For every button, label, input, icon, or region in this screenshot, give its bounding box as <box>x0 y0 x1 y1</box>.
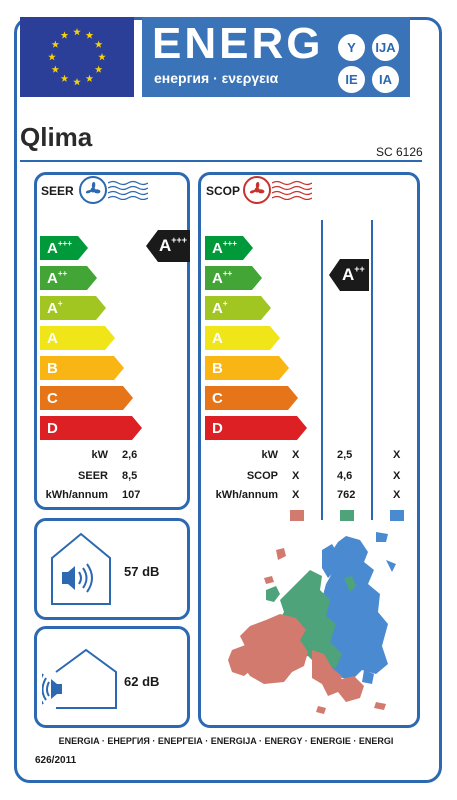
seer-class-letter: A+ <box>47 299 63 317</box>
eu-star-icon <box>94 40 103 48</box>
scop-class-letter: A++ <box>212 269 233 287</box>
seer-class-letter: B <box>47 360 58 377</box>
scop-class-bar: D <box>205 416 307 440</box>
zone-swatch-average <box>340 510 354 521</box>
scop-title: SCOP <box>206 184 241 198</box>
scop-class-letter: C <box>212 390 223 407</box>
eu-star-icon <box>48 53 56 61</box>
scop-class-bar: A++ <box>205 266 262 290</box>
seer-class-letter: D <box>47 420 58 437</box>
footer-languages: ENERGIA · ЕНЕРГИЯ · ΕΝΕΡΓΕΙΑ · ENERGIJA … <box>58 736 394 746</box>
scop-kwh-colder: X <box>292 489 300 501</box>
outdoor-unit-sound-icon <box>42 648 117 709</box>
model-number: SC 6126 <box>376 145 423 159</box>
scop-class-bar: A+++ <box>205 236 253 260</box>
indoor-unit-sound-icon <box>51 532 111 605</box>
energy-subtitle: енергия · ενεργεια <box>154 70 279 86</box>
seer-value-kw: 2,6 <box>122 449 138 461</box>
lang-code-ia: IA <box>372 66 399 93</box>
seer-class-bar: D <box>40 416 142 440</box>
scop-class-bar: B <box>205 356 289 380</box>
seer-title: SEER <box>41 184 74 198</box>
scop-class-letter: A <box>212 330 223 347</box>
seer-class-bar: A+ <box>40 296 106 320</box>
eu-star-icon <box>85 74 94 82</box>
scop-rating-arrow: A++ <box>329 259 369 291</box>
eu-flag <box>20 17 134 97</box>
lang-code-y: Y <box>338 34 365 61</box>
seer-class-letter: A++ <box>47 269 68 287</box>
eu-star-icon <box>98 53 106 61</box>
eu-star-icon <box>51 40 60 48</box>
outdoor-noise-panel <box>34 626 190 728</box>
scop-kwh-warmer: X <box>393 489 401 501</box>
energy-band: ENERG енергия · ενεργεια Y IJA IE IA <box>142 17 410 97</box>
seer-class-bar: A++ <box>40 266 97 290</box>
scop-kwh-average: 762 <box>337 489 356 501</box>
brand-logo: Qlima <box>20 122 93 152</box>
scop-scop-average: 4,6 <box>337 470 353 482</box>
cool-air-waves-icon <box>108 180 148 200</box>
eu-star-icon <box>51 65 60 73</box>
indoor-noise-value: 57 dB <box>124 564 160 579</box>
scop-kw-average: 2,5 <box>337 449 353 461</box>
lang-code-ie: IE <box>338 66 365 93</box>
seer-class-bar: B <box>40 356 124 380</box>
scop-scop-colder: X <box>292 470 300 482</box>
scop-class-letter: A+++ <box>212 239 237 257</box>
seer-rating-arrow: A+++ <box>146 230 190 262</box>
regulation-number: 626/2011 <box>35 755 77 766</box>
seer-class-letter: C <box>47 390 58 407</box>
scop-class-bar: A <box>205 326 280 350</box>
seer-label-kw: kW <box>91 449 109 461</box>
fan-icon <box>79 176 107 204</box>
scop-class-letter: B <box>212 360 223 377</box>
seer-value-seer: 8,5 <box>122 470 138 482</box>
eu-star-icon <box>85 31 94 39</box>
seer-class-letter: A+++ <box>47 239 72 257</box>
scop-rating-text: A++ <box>342 264 365 284</box>
scop-kw-colder: X <box>292 449 300 461</box>
eu-star-icon <box>60 74 69 82</box>
scop-class-bar: A+ <box>205 296 271 320</box>
seer-rating-text: A+++ <box>159 235 188 255</box>
energy-word: ENERG <box>152 19 324 68</box>
scop-class-bar: C <box>205 386 298 410</box>
seer-label-seer: SEER <box>78 470 108 482</box>
label-header: ENERG енергия · ενεργεια Y IJA IE IA <box>20 17 410 99</box>
eu-star-icon <box>73 78 81 86</box>
brand-divider <box>20 160 422 162</box>
warm-air-waves-icon <box>272 180 312 200</box>
eu-star-icon <box>73 28 81 36</box>
scop-label-kwh: kWh/annum <box>215 489 278 501</box>
eu-star-icon <box>94 65 103 73</box>
scop-column-divider-1 <box>321 220 323 520</box>
seer-class-letter: A <box>47 330 58 347</box>
scop-class-letter: D <box>212 420 223 437</box>
scop-class-letter: A+ <box>212 299 228 317</box>
scop-label-kw: kW <box>261 449 279 461</box>
seer-class-bar: A <box>40 326 115 350</box>
seer-value-kwh: 107 <box>122 489 141 501</box>
seer-class-bar: A+++ <box>40 236 88 260</box>
scop-scop-warmer: X <box>393 470 401 482</box>
zone-swatch-colder <box>290 510 304 521</box>
eu-star-icon <box>60 31 69 39</box>
seer-class-bar: C <box>40 386 133 410</box>
lang-code-ija: IJA <box>372 34 399 61</box>
fan-icon <box>243 176 271 204</box>
seer-label-kwh: kWh/annum <box>45 489 108 501</box>
scop-column-divider-2 <box>371 220 373 520</box>
scop-kw-warmer: X <box>393 449 401 461</box>
outdoor-noise-value: 62 dB <box>124 674 160 689</box>
europe-climate-map <box>228 532 396 714</box>
zone-swatch-warmer <box>390 510 404 521</box>
scop-label-scop: SCOP <box>246 470 278 482</box>
